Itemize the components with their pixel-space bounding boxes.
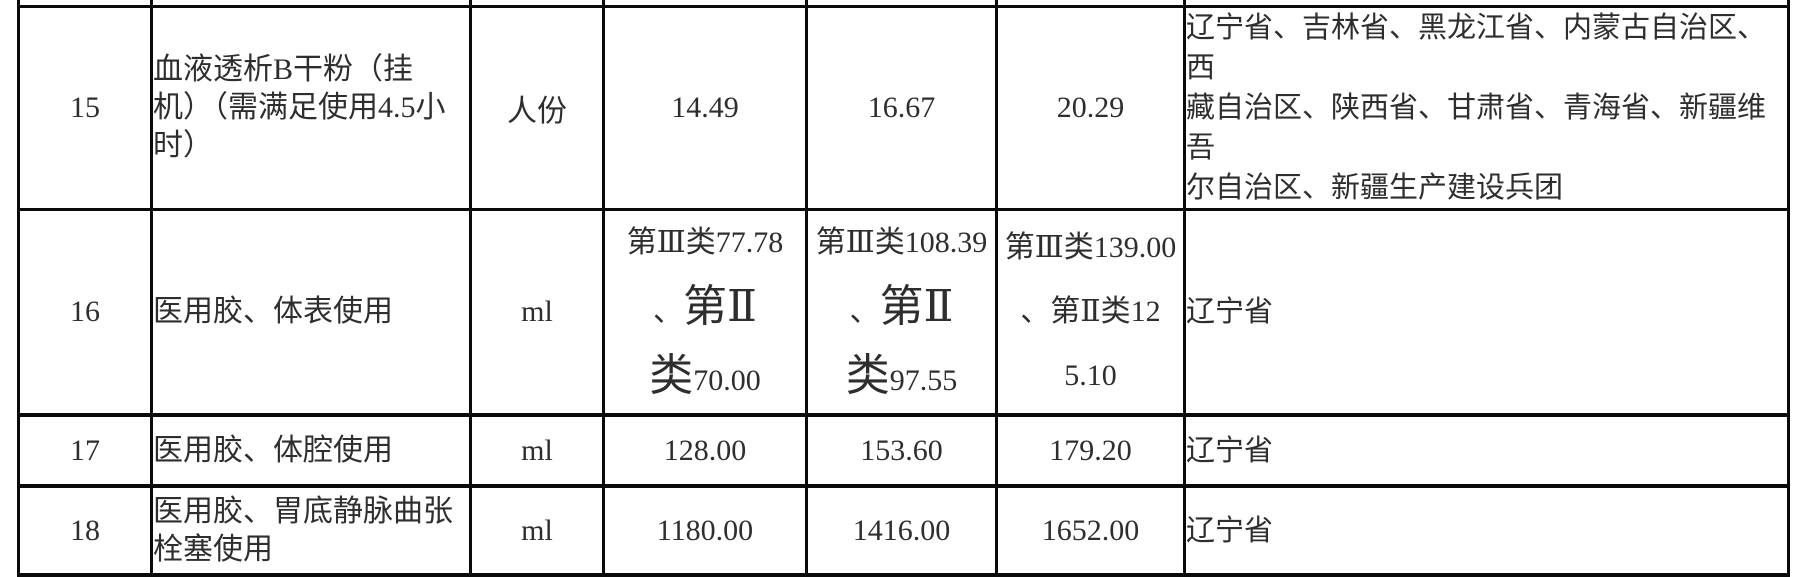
price-text-line: 第Ⅲ类139.00 bbox=[1004, 231, 1177, 264]
region-text-line: 藏自治区、陕西省、甘肃省、青海省、新疆维吾 bbox=[1186, 92, 1767, 164]
region-cell: 辽宁省、吉林省、黑龙江省、内蒙古自治区、西 藏自治区、陕西省、甘肃省、青海省、新… bbox=[1183, 5, 1790, 211]
price-cell-1: 第Ⅲ类77.78 、第Ⅱ 类70.00 bbox=[602, 208, 808, 417]
price-text-segment-large: 类 bbox=[649, 351, 694, 400]
price-cell-3: 1652.00 bbox=[995, 484, 1186, 577]
price-cell-2: 16.67 bbox=[805, 5, 998, 211]
row-number-cell: 15 bbox=[17, 5, 153, 211]
price-text-segment: 、 bbox=[849, 295, 880, 328]
cropped-cell bbox=[469, 0, 605, 8]
cropped-cell bbox=[150, 0, 472, 8]
region-text-line: 尔自治区、新疆生产建设兵团 bbox=[1186, 172, 1564, 204]
region-text-line: 辽宁省、吉林省、黑龙江省、内蒙古自治区、西 bbox=[1186, 12, 1767, 84]
price-text-line: 、第Ⅱ bbox=[607, 275, 804, 344]
price-text-line: 、第Ⅱ类12 bbox=[1020, 295, 1161, 328]
item-name-cell: 医用胶、体表使用 bbox=[150, 208, 472, 417]
price-cell-3: 第Ⅲ类139.00 、第Ⅱ类12 5.10 bbox=[995, 208, 1186, 417]
price-text-segment: 97.55 bbox=[889, 364, 958, 397]
table-row-16: 16 医用胶、体表使用 ml 第Ⅲ类77.78 、第Ⅱ 类70.00 第Ⅲ类10… bbox=[17, 208, 1790, 417]
item-text-line: 血液透析B干粉（挂 bbox=[153, 53, 414, 86]
cropped-cell bbox=[602, 0, 808, 8]
item-name-cell: 医用胶、胃底静脉曲张 栓塞使用 bbox=[150, 484, 472, 577]
unit-cell: 人份 bbox=[469, 5, 605, 211]
unit-cell: ml bbox=[469, 208, 605, 417]
price-text-segment: 、 bbox=[653, 295, 684, 328]
region-cell: 辽宁省 bbox=[1183, 208, 1790, 417]
table-row-18: 18 医用胶、胃底静脉曲张 栓塞使用 ml 1180.00 1416.00 16… bbox=[17, 484, 1790, 577]
price-cell-1: 1180.00 bbox=[602, 484, 808, 577]
item-text-line: 机）（需满足使用4.5小 bbox=[153, 91, 446, 124]
item-name-cell: 血液透析B干粉（挂 机）（需满足使用4.5小 时） bbox=[150, 5, 472, 211]
cropped-cell bbox=[17, 0, 153, 8]
price-text-line: 第Ⅲ类77.78 bbox=[626, 226, 784, 259]
table-row-15: 15 血液透析B干粉（挂 机）（需满足使用4.5小 时） 人份 14.49 16… bbox=[17, 5, 1790, 211]
region-cell: 辽宁省 bbox=[1183, 484, 1790, 577]
row-number-cell: 17 bbox=[17, 413, 153, 488]
price-cell-1: 14.49 bbox=[602, 5, 808, 211]
cropped-cell bbox=[1183, 0, 1790, 8]
cropped-row-above bbox=[17, 0, 1790, 8]
price-text-line: 类97.55 bbox=[810, 344, 994, 412]
price-cell-3: 20.29 bbox=[995, 5, 1186, 211]
price-text-segment-large: 类 bbox=[845, 351, 890, 400]
price-cell-2: 第Ⅲ类108.39 、第Ⅱ 类97.55 bbox=[805, 208, 998, 417]
price-text-segment-large: 第Ⅱ bbox=[879, 282, 954, 331]
price-text-segment: 70.00 bbox=[693, 364, 761, 397]
price-text-line: 第Ⅲ类108.39 bbox=[815, 226, 988, 259]
row-number-cell: 16 bbox=[17, 208, 153, 417]
cropped-cell bbox=[995, 0, 1186, 8]
price-cell-2: 153.60 bbox=[805, 413, 998, 488]
price-cell-3: 179.20 bbox=[995, 413, 1186, 488]
price-cell-2: 1416.00 bbox=[805, 484, 998, 577]
price-text-line: 5.10 bbox=[1064, 359, 1117, 392]
cropped-cell bbox=[805, 0, 998, 8]
unit-cell: ml bbox=[469, 484, 605, 577]
price-text-segment-large: 第Ⅱ bbox=[683, 282, 757, 331]
row-number-cell: 18 bbox=[17, 484, 153, 577]
price-text-line: 、第Ⅱ bbox=[810, 275, 994, 344]
price-cell-1: 128.00 bbox=[602, 413, 808, 488]
unit-cell: ml bbox=[469, 413, 605, 488]
price-text-line: 类70.00 bbox=[607, 344, 804, 412]
region-cell: 辽宁省 bbox=[1183, 413, 1790, 488]
item-text-line: 时） bbox=[153, 129, 214, 162]
item-name-cell: 医用胶、体腔使用 bbox=[150, 413, 472, 488]
medical-supply-price-table: 15 血液透析B干粉（挂 机）（需满足使用4.5小 时） 人份 14.49 16… bbox=[17, 0, 1790, 577]
table-row-17: 17 医用胶、体腔使用 ml 128.00 153.60 179.20 辽宁省 bbox=[17, 413, 1790, 488]
item-text-line: 栓塞使用 bbox=[153, 532, 274, 566]
